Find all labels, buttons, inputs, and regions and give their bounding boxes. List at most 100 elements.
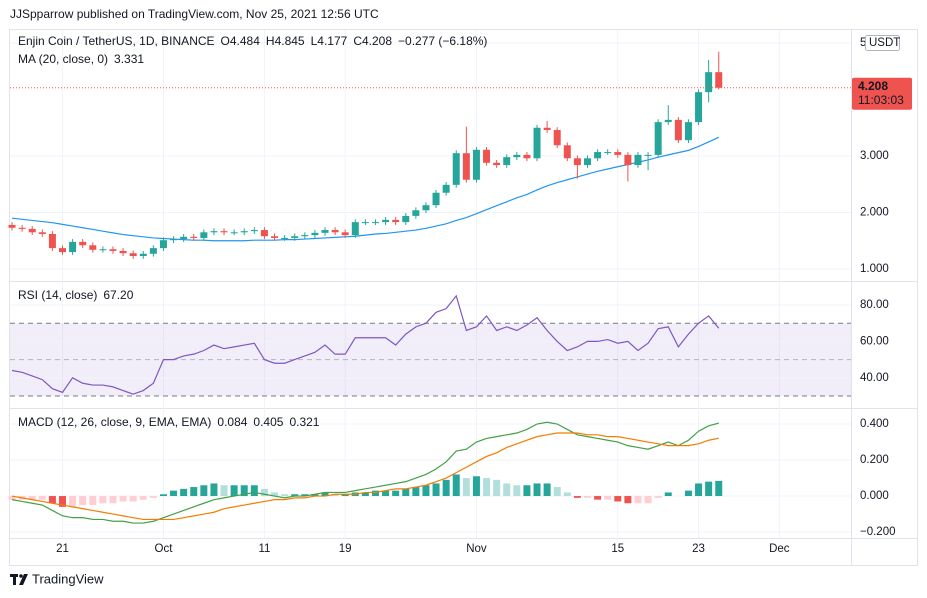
candle-body [573,158,581,166]
candle-body [432,192,440,206]
candle-body [422,205,430,211]
candle-body [301,235,309,237]
candle-body [99,249,107,251]
macd-histogram-bar [644,496,652,504]
macd-histogram-bar [624,496,632,504]
macd-histogram-bar [58,496,66,507]
x-tick-label: 15 [611,543,624,555]
macd-histogram-bar [48,496,56,504]
tv-logo [10,574,28,585]
candle-body [8,224,16,228]
macd-histogram-bar [533,483,541,497]
macd-histogram-bar [392,490,400,497]
x-tick-label: Dec [769,543,790,555]
candle-body [614,152,622,155]
candle-body [271,236,279,238]
candle-body [149,248,157,254]
publisher-line: JJSpparrow published on TradingView.com,… [10,7,379,21]
macd-legend: MACD (12, 26, close, 9, EMA, EMA) [18,415,211,429]
macd-histogram-bar [139,496,147,500]
candle-body [38,232,46,234]
x-tick-label: 19 [339,543,352,555]
rsi-line [11,294,720,395]
rsi-legend: RSI (14, close) [18,288,97,302]
candle-body [493,162,501,166]
candle-body [58,248,66,253]
y-tick-label: 2.000 [860,207,889,219]
candle-body [48,233,56,249]
macd-histogram-bar [654,496,662,498]
candle-body [79,241,87,246]
macd-histogram-bar [38,496,46,500]
candle-body [230,232,238,234]
macd-histogram-bar [321,492,329,497]
macd-histogram-bar [301,494,309,497]
y-tick-label: 0.000 [860,490,889,502]
macd-histogram-bar [402,488,410,497]
candle-body [392,219,400,223]
macd-histogram-bar [715,480,723,497]
candle-body [341,232,349,236]
candle-body [503,157,511,166]
ohlc-label: L4.177 [311,34,348,48]
macd-histogram-bar [291,494,299,497]
y-tick-label: 1.000 [860,263,889,275]
macd-histogram-bar [190,487,198,497]
candle-body [695,92,703,123]
candle-body [452,153,460,185]
candle-body [109,249,117,251]
macd-histogram-bar [260,488,268,497]
macd-histogram-bar [220,485,228,497]
candle-body [371,222,379,224]
ohlc-label: C4.208 [353,34,392,48]
macd-histogram-bar [109,496,117,504]
macd-histogram-bar [240,485,248,497]
macd-histogram-bar [553,487,561,497]
x-tick-label: 23 [692,543,705,555]
chart-frame [9,29,918,566]
candle-body [18,227,26,229]
price-badge-value: 4.208 [858,79,888,93]
macd-histogram-bar [503,483,511,497]
candle-body [281,237,289,239]
macd-histogram-bar [604,496,612,500]
macd-histogram-bar [230,485,238,497]
candle-body [684,122,692,141]
macd-histogram-bar [705,481,713,497]
candle-body [159,240,167,249]
candle-body [382,219,390,223]
macd-histogram-bar [695,483,703,497]
macd-histogram-bar [69,496,77,507]
macd-histogram-bar [543,483,551,497]
candle-body [139,253,147,257]
y-tick-label: 80.00 [860,299,889,311]
macd-histogram-bar [432,483,440,497]
candle-body [604,152,612,154]
x-tick-label: Nov [466,543,487,555]
candle-body [250,230,258,232]
candle-body [674,119,682,141]
macd-histogram-bar [281,494,289,497]
candle-body [563,145,571,159]
macd-histogram-bar [513,485,521,497]
currency-label: USDT [869,37,900,49]
y-tick-label: 60.00 [860,335,889,347]
rsi-legend-value: 67.20 [103,288,133,302]
macd-line [11,421,719,524]
candle-body [472,149,480,180]
ma-line [11,136,719,242]
macd-histogram-bar [442,479,450,497]
candle-body [291,236,299,238]
macd-histogram-bar [594,496,602,500]
candle-body [200,232,208,238]
candle-body [170,239,178,241]
macd-histogram-bar [462,478,470,497]
macd-histogram-bar [634,496,642,504]
candle-body [28,228,36,233]
macd-histogram-bar [371,490,379,497]
macd-histogram-bar [8,496,16,500]
macd-legend-value: 0.321 [289,415,319,429]
macd-histogram-bar [119,496,127,502]
price-badge [852,77,912,110]
